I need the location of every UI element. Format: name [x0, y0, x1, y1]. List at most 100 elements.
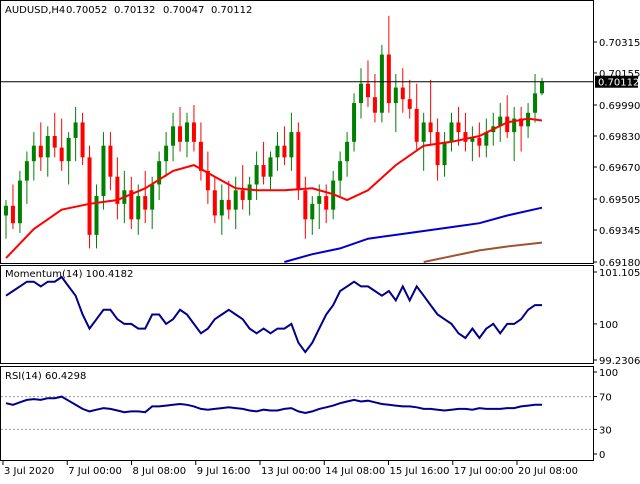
- candle-body: [275, 145, 280, 158]
- candle-body: [94, 196, 99, 235]
- current-price-label: 0.70112: [598, 78, 639, 89]
- current-price-box: [595, 75, 638, 88]
- candle-body: [352, 103, 357, 142]
- candle-body: [59, 147, 64, 162]
- candle-body: [505, 116, 510, 133]
- moving-averages-layer: [5, 117, 543, 263]
- candle-body: [191, 122, 196, 142]
- candle-body: [317, 196, 322, 204]
- candle-body: [108, 145, 113, 177]
- candle-body: [171, 126, 176, 146]
- price-tick-label: 0.69180: [599, 258, 640, 269]
- time-tick-label: 9 Jul 16:00: [197, 466, 251, 477]
- price-tick-label: 0.69505: [599, 195, 640, 206]
- candle-body: [421, 122, 426, 142]
- candle-body: [226, 199, 231, 210]
- candle-body: [17, 180, 22, 224]
- time-tick-label: 8 Jul 08:00: [133, 466, 187, 477]
- rsi-tick-label: 0: [599, 450, 605, 461]
- candle-body: [359, 83, 364, 104]
- time-tick-label: 14 Jul 08:00: [325, 466, 385, 477]
- candle-body: [470, 137, 475, 142]
- candle-body: [296, 132, 301, 191]
- price-header-close: 0.70112: [211, 5, 252, 16]
- momentum-line: [5, 275, 542, 354]
- candle-body: [512, 118, 517, 133]
- price-tick-label: 0.69670: [599, 163, 640, 174]
- candle-body: [428, 122, 433, 133]
- candle-body: [101, 145, 106, 197]
- candle-body: [456, 122, 461, 133]
- candle-body: [115, 176, 120, 204]
- candle-body: [533, 93, 538, 113]
- candle-body: [45, 136, 50, 158]
- momentum-title: Momentum(14) 100.4182: [5, 269, 133, 280]
- moving-average-line: [284, 206, 543, 263]
- candle-body: [268, 157, 273, 177]
- candle-body: [129, 190, 134, 220]
- time-tick-label: 7 Jul 00:00: [68, 466, 122, 477]
- candle-body: [212, 190, 217, 216]
- rsi-title: RSI(14) 60.4298: [5, 371, 86, 382]
- moving-average-line: [5, 117, 543, 259]
- price-panel-frame: [0, 0, 594, 264]
- candle-body: [449, 122, 454, 142]
- candle-body: [157, 161, 162, 185]
- candle-body: [233, 190, 238, 210]
- price-tick-label: 0.70315: [599, 38, 640, 49]
- candle-body: [414, 108, 419, 142]
- candle-body: [143, 196, 148, 210]
- candle-body: [282, 145, 287, 158]
- candle-body: [289, 132, 294, 158]
- rsi-tick-label: 30: [599, 425, 612, 436]
- candle-body: [10, 205, 15, 224]
- candle-body: [73, 122, 78, 138]
- candle-body: [324, 196, 329, 210]
- candle-body: [463, 132, 468, 142]
- price-header-low: 0.70047: [163, 5, 204, 16]
- candle-body: [345, 141, 350, 162]
- candle-body: [4, 205, 8, 216]
- candle-body: [198, 141, 203, 171]
- candle-body: [400, 87, 405, 100]
- candle-body: [365, 83, 370, 98]
- candle-body: [372, 97, 377, 113]
- candle-body: [38, 145, 43, 158]
- rsi-line: [5, 395, 542, 415]
- candle-body: [240, 190, 245, 200]
- candle-body: [254, 165, 259, 185]
- price-candles-layer: [1, 15, 594, 249]
- candle-body: [519, 118, 524, 127]
- candle-body: [31, 145, 36, 162]
- candle-body: [310, 203, 315, 220]
- candle-body: [540, 81, 544, 94]
- time-tick-label: 17 Jul 00:00: [454, 466, 514, 477]
- time-tick-label: 3 Jul 2020: [4, 466, 54, 477]
- momentum-tick-label: 99.2306: [599, 356, 640, 367]
- candle-body: [80, 122, 85, 158]
- candle-body: [477, 137, 482, 146]
- price-header-open: 0.70052: [66, 5, 107, 16]
- candle-body: [66, 137, 71, 162]
- candle-body: [24, 161, 29, 181]
- moving-average-line: [423, 241, 543, 263]
- candle-body: [184, 122, 189, 142]
- candle-body: [136, 196, 141, 220]
- candle-body: [164, 145, 169, 162]
- price-tick-label: 0.69830: [599, 132, 640, 143]
- time-tick-label: 20 Jul 08:00: [518, 466, 578, 477]
- candle-body: [219, 199, 224, 216]
- candle-body: [435, 132, 440, 166]
- time-tick-label: 15 Jul 16:00: [390, 466, 450, 477]
- candle-body: [150, 184, 155, 210]
- axis-labels-layer: 0.70315 0.70155 0.69990 0.69830 0.69670 0.695…: [2, 38, 640, 477]
- candle-body: [484, 132, 489, 146]
- rsi-tick-label: 70: [599, 393, 612, 404]
- candle-body: [386, 54, 391, 104]
- candle-body: [498, 116, 503, 127]
- momentum-tick-label: 100: [599, 320, 618, 331]
- rsi-panel-frame: [0, 366, 594, 461]
- momentum-tick-label: 101.1058: [599, 268, 640, 279]
